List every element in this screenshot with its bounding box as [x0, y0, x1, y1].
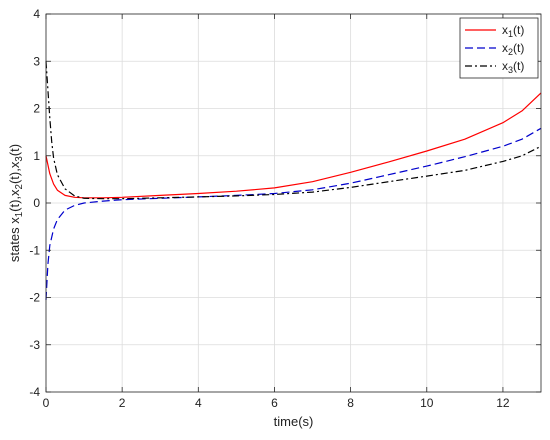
legend: x1(t) x2(t) x3(t) [459, 17, 539, 79]
y-tick-label: 2 [33, 102, 40, 116]
series-line-x3t [45, 61, 542, 200]
y-tick-label: 1 [33, 149, 40, 163]
x-tick-label: 6 [271, 396, 278, 410]
x-tick-label: 8 [347, 396, 354, 410]
y-axis-label: states x1(t),x2(t),x3(t) [7, 144, 25, 262]
series-lines [45, 61, 542, 300]
x-tick-label: 10 [420, 396, 434, 410]
x-tick-label: 2 [119, 396, 126, 410]
axis-ticks [45, 13, 541, 393]
y-tick-label: -2 [29, 291, 40, 305]
x-tick-label: 0 [43, 396, 50, 410]
y-tick-label: -4 [29, 385, 40, 399]
x-tick-label: 12 [496, 396, 510, 410]
y-tick-label: 0 [33, 196, 40, 210]
y-tick-label: -3 [29, 338, 40, 352]
x-axis-label: time(s) [274, 414, 314, 429]
y-tick-label: 4 [33, 7, 40, 21]
legend-label-x3t: x3(t) [502, 59, 524, 75]
y-tick-label: -1 [29, 243, 40, 257]
y-tick-label: 3 [33, 54, 40, 68]
x-tick-label: 4 [195, 396, 202, 410]
legend-label-x1t: x1(t) [502, 23, 524, 39]
axis-labels: time(s) states x1(t),x2(t),x3(t) [7, 144, 313, 429]
series-line-x1t [45, 92, 542, 199]
series-line-x2t [45, 127, 542, 300]
legend-label-x2t: x2(t) [502, 41, 524, 57]
